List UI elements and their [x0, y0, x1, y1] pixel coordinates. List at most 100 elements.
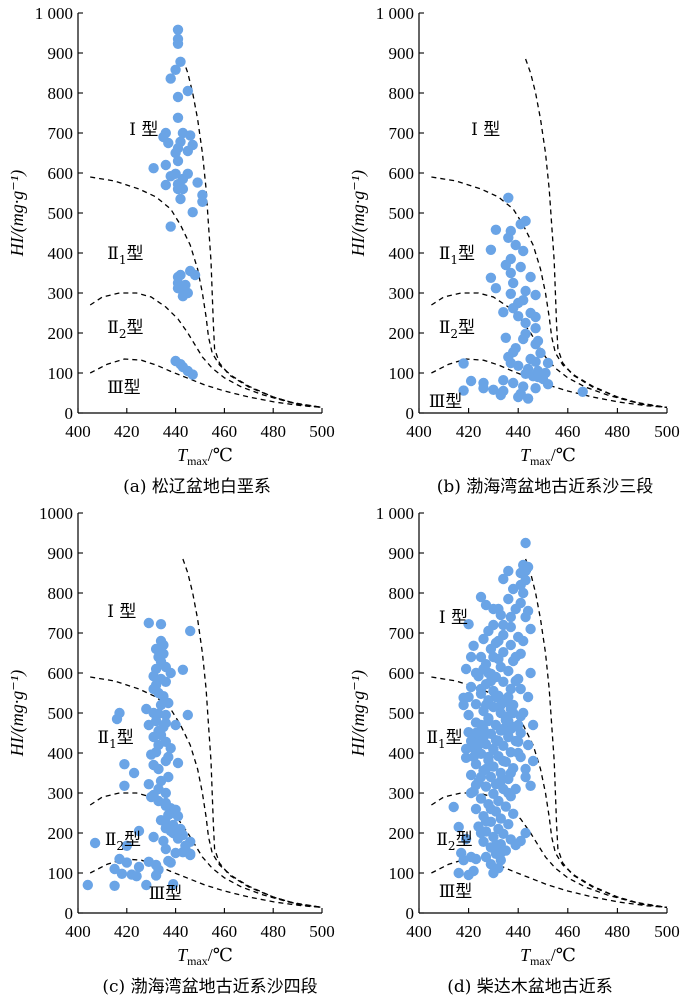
data-point: [453, 821, 464, 833]
data-point: [155, 619, 167, 630]
data-point: [177, 664, 189, 675]
data-point: [165, 825, 176, 837]
data-point: [478, 836, 489, 847]
region-label-suffix: 型: [458, 244, 475, 264]
data-point: [510, 603, 521, 615]
data-point: [508, 808, 519, 819]
boundary-type-I: [182, 558, 323, 909]
data-point: [513, 360, 524, 371]
data-point: [503, 819, 514, 830]
data-point: [165, 857, 176, 868]
data-point: [172, 38, 184, 49]
data-point: [510, 651, 521, 663]
data-point: [148, 163, 159, 174]
region-label-subscript: 2: [119, 327, 127, 341]
y-tick-label: 1 000: [35, 4, 73, 23]
region-label: Ⅲ型: [149, 884, 182, 904]
data-point: [460, 833, 472, 845]
y-tick-label: 600: [389, 664, 415, 683]
data-point: [165, 171, 176, 182]
chart-panel-d: 0 100 200 300 400 500 600 700 800 900 1 000 400 420 4…: [348, 504, 680, 997]
region-label: Ⅰ 型: [129, 120, 158, 140]
data-point: [116, 868, 128, 879]
data-point: [470, 803, 482, 815]
region-label-subscript: 2: [116, 839, 124, 853]
data-point: [480, 763, 492, 775]
data-point: [520, 763, 531, 775]
data-point: [463, 709, 474, 721]
data-point: [527, 755, 539, 767]
data-point: [165, 667, 176, 679]
data-point: [520, 611, 531, 623]
data-point: [488, 743, 499, 755]
y-tick-label: 900: [48, 44, 74, 63]
data-point: [515, 727, 526, 739]
region-label-suffix: 型: [124, 830, 141, 850]
y-tick-label: 500: [48, 704, 74, 723]
data-point: [148, 831, 159, 843]
chart-panel-b: 0 100 200 300 400 500 600 700 800 900 1 000 400 420 4…: [348, 4, 680, 497]
y-tick-label: 100: [48, 864, 74, 883]
data-point: [480, 781, 492, 792]
data-point: [513, 391, 524, 403]
data-point: [525, 667, 536, 679]
data-point: [160, 787, 171, 799]
region-label-subscript: 1: [119, 253, 127, 267]
region-label-subscript: 1: [438, 737, 446, 751]
data-point: [520, 537, 531, 549]
region-label-suffix: 型: [126, 244, 143, 264]
data-point: [485, 244, 497, 255]
region-label-suffix: 型: [456, 830, 473, 850]
x-tick-label: 400: [65, 922, 91, 941]
data-point: [495, 699, 506, 711]
data-point: [522, 691, 534, 703]
data-point: [488, 619, 499, 631]
region-label-text: Ⅲ型: [107, 378, 140, 398]
region-label: Ⅱ1型: [426, 728, 462, 751]
data-point: [182, 85, 193, 97]
data-point: [500, 259, 511, 271]
x-tick-label: 460: [212, 922, 238, 941]
data-point: [82, 879, 94, 891]
data-point: [503, 787, 514, 799]
region-label-text: Ⅲ型: [149, 884, 182, 904]
y-tick-label: 300: [389, 284, 415, 303]
data-point: [485, 272, 497, 283]
data-point: [488, 384, 499, 395]
data-point: [458, 358, 469, 369]
boundary-type-I: [524, 558, 668, 909]
data-point: [525, 780, 536, 791]
data-point: [170, 147, 181, 159]
region-label-text: Ⅰ 型: [439, 608, 468, 628]
data-point: [185, 625, 196, 637]
x-axis-title: Tmax/℃: [520, 445, 576, 468]
y-tick-label: 700: [389, 624, 415, 643]
y-tick-label: 700: [48, 124, 74, 143]
data-point: [530, 356, 541, 367]
data-point: [468, 751, 479, 763]
data-point: [168, 879, 179, 890]
data-point: [522, 739, 534, 751]
data-point: [520, 771, 531, 783]
data-point: [146, 749, 157, 760]
data-point: [465, 787, 477, 799]
data-point: [498, 676, 509, 687]
data-point: [160, 797, 171, 809]
data-point: [468, 640, 479, 651]
x-axis-title-unit: /℃: [208, 445, 233, 465]
region-label-text: Ⅱ: [439, 318, 451, 338]
y-tick-label: 400: [389, 244, 415, 263]
data-point: [465, 651, 477, 663]
y-axis-title: HI/(mg·g⁻¹): [7, 670, 28, 757]
data-point: [177, 183, 189, 195]
boundary-type-II2-III: [431, 292, 668, 409]
boundary-type-II1-II2: [90, 176, 323, 409]
x-axis-title-symbol: T: [520, 445, 532, 465]
x-axis-title-subscript: max: [530, 454, 551, 468]
x-tick-label: 420: [456, 922, 482, 941]
y-tick-label: 600: [48, 164, 74, 183]
data-point: [495, 767, 506, 779]
data-point: [182, 709, 193, 721]
data-point: [175, 56, 186, 67]
data-point: [525, 623, 536, 635]
